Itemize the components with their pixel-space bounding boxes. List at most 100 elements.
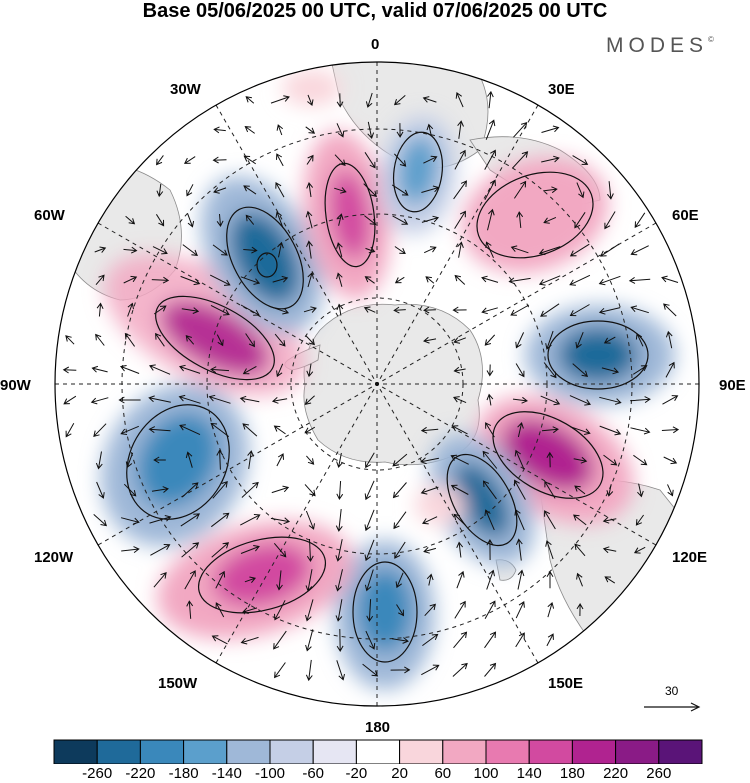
wind-arrow bbox=[392, 482, 407, 499]
wind-arrow bbox=[336, 272, 343, 287]
wind-arrow bbox=[455, 92, 464, 108]
wind-arrow bbox=[574, 212, 586, 229]
longitude-label-150w: 150W bbox=[158, 675, 198, 692]
wind-arrow bbox=[601, 367, 620, 375]
wind-arrow bbox=[423, 246, 437, 254]
wind-arrow bbox=[364, 480, 375, 501]
wind-arrow bbox=[362, 663, 379, 677]
wind-arrow bbox=[336, 303, 344, 316]
wind-arrow bbox=[574, 543, 586, 557]
wind-arrow bbox=[513, 121, 528, 138]
wind-arrow bbox=[486, 364, 494, 377]
wind-arrow bbox=[453, 513, 467, 526]
map-boundary bbox=[54, 61, 700, 707]
contour-pos-60w-90w bbox=[155, 295, 275, 381]
wind-arrow bbox=[148, 426, 171, 434]
wind-arrow bbox=[240, 276, 261, 285]
wind-arrow bbox=[545, 330, 554, 350]
wind-arrow bbox=[450, 454, 469, 465]
wind-arrow bbox=[335, 539, 343, 562]
wind-arrow bbox=[484, 149, 496, 170]
wind-arrow bbox=[453, 366, 466, 374]
colorbar-tick-label: -100 bbox=[254, 765, 286, 782]
wind-arrow bbox=[393, 511, 407, 530]
longitude-label-0: 0 bbox=[371, 36, 380, 53]
anomaly-neg-180-core bbox=[357, 568, 413, 652]
longitude-label-120e: 120E bbox=[672, 549, 708, 566]
wind-arrow bbox=[244, 126, 255, 134]
wind-arrow bbox=[365, 92, 373, 108]
wind-arrow bbox=[124, 332, 136, 347]
modes-brand-logo: MODES© bbox=[606, 34, 714, 57]
wind-arrow bbox=[276, 124, 284, 136]
wind-arrow bbox=[95, 451, 103, 470]
wind-arrow bbox=[94, 246, 107, 253]
wind-arrow bbox=[422, 96, 437, 103]
colorbar-tick-label: 260 bbox=[646, 765, 672, 782]
wind-arrow bbox=[243, 155, 256, 165]
wind-arrow bbox=[245, 333, 255, 348]
wind-arrow bbox=[211, 635, 228, 645]
wind-arrow bbox=[454, 600, 466, 619]
wind-arrow bbox=[242, 365, 257, 375]
colorbar-tick-label: 220 bbox=[603, 765, 629, 782]
wind-arrow bbox=[665, 330, 673, 349]
wind-arrow bbox=[508, 277, 531, 285]
wind-arrow bbox=[95, 333, 105, 346]
wind-arrow bbox=[569, 304, 590, 317]
wind-arrow bbox=[454, 210, 466, 229]
wind-arrow bbox=[270, 517, 291, 525]
wind-arrow bbox=[212, 156, 227, 164]
wind-arrow bbox=[546, 570, 554, 589]
wind-arrow bbox=[304, 426, 316, 434]
wind-arrow bbox=[424, 603, 436, 617]
wind-arrow bbox=[421, 664, 440, 676]
wind-arrow bbox=[603, 336, 616, 344]
wind-arrow bbox=[65, 423, 75, 438]
wind-arrow bbox=[334, 154, 346, 167]
wind-arrow bbox=[422, 633, 439, 647]
wind-arrow bbox=[450, 484, 469, 495]
wind-arrow bbox=[544, 510, 556, 530]
wind-arrow bbox=[336, 628, 344, 652]
wind-arrow bbox=[216, 449, 224, 470]
wind-arrow bbox=[178, 364, 201, 374]
colorbar-tick-label: 140 bbox=[516, 765, 542, 782]
wind-arrow bbox=[541, 155, 560, 163]
wind-arrow bbox=[394, 246, 406, 255]
wind-arrow bbox=[630, 427, 651, 435]
wind-arrow bbox=[273, 425, 286, 435]
wind-arrow bbox=[540, 303, 560, 317]
wind-arrow bbox=[276, 153, 284, 167]
wind-arrow bbox=[305, 629, 314, 652]
longitude-label-150e: 150E bbox=[548, 675, 584, 692]
wind-arrow bbox=[365, 452, 375, 469]
wind-arrow bbox=[390, 666, 411, 674]
wind-arrow bbox=[271, 397, 288, 404]
wind-arrow bbox=[394, 153, 407, 167]
wind-arrow bbox=[272, 275, 289, 283]
longitude-label-90e: 90E bbox=[719, 377, 746, 394]
wind-arrow bbox=[242, 607, 258, 614]
contour-neg-45w bbox=[226, 206, 304, 310]
wind-arrow bbox=[151, 486, 169, 493]
wind-arrow bbox=[152, 246, 168, 255]
wind-arrow bbox=[393, 306, 406, 314]
wind-arrow bbox=[452, 662, 468, 677]
wind-arrow bbox=[569, 395, 591, 406]
wind-arrow bbox=[453, 631, 468, 649]
wind-arrow bbox=[607, 181, 614, 200]
wind-arrow bbox=[212, 244, 228, 256]
wind-vector-field bbox=[62, 90, 680, 682]
wind-arrow bbox=[365, 630, 376, 650]
wind-arrow bbox=[514, 449, 525, 470]
wind-arrow bbox=[457, 241, 464, 258]
wind-arrow bbox=[303, 306, 317, 313]
wind-arrow bbox=[363, 306, 376, 313]
anomaly-contours bbox=[126, 131, 649, 663]
wind-arrow bbox=[123, 483, 137, 497]
wind-arrow bbox=[186, 600, 194, 619]
wind-arrow bbox=[276, 453, 284, 467]
wind-arrow bbox=[482, 480, 497, 500]
wind-arrow bbox=[336, 242, 343, 258]
